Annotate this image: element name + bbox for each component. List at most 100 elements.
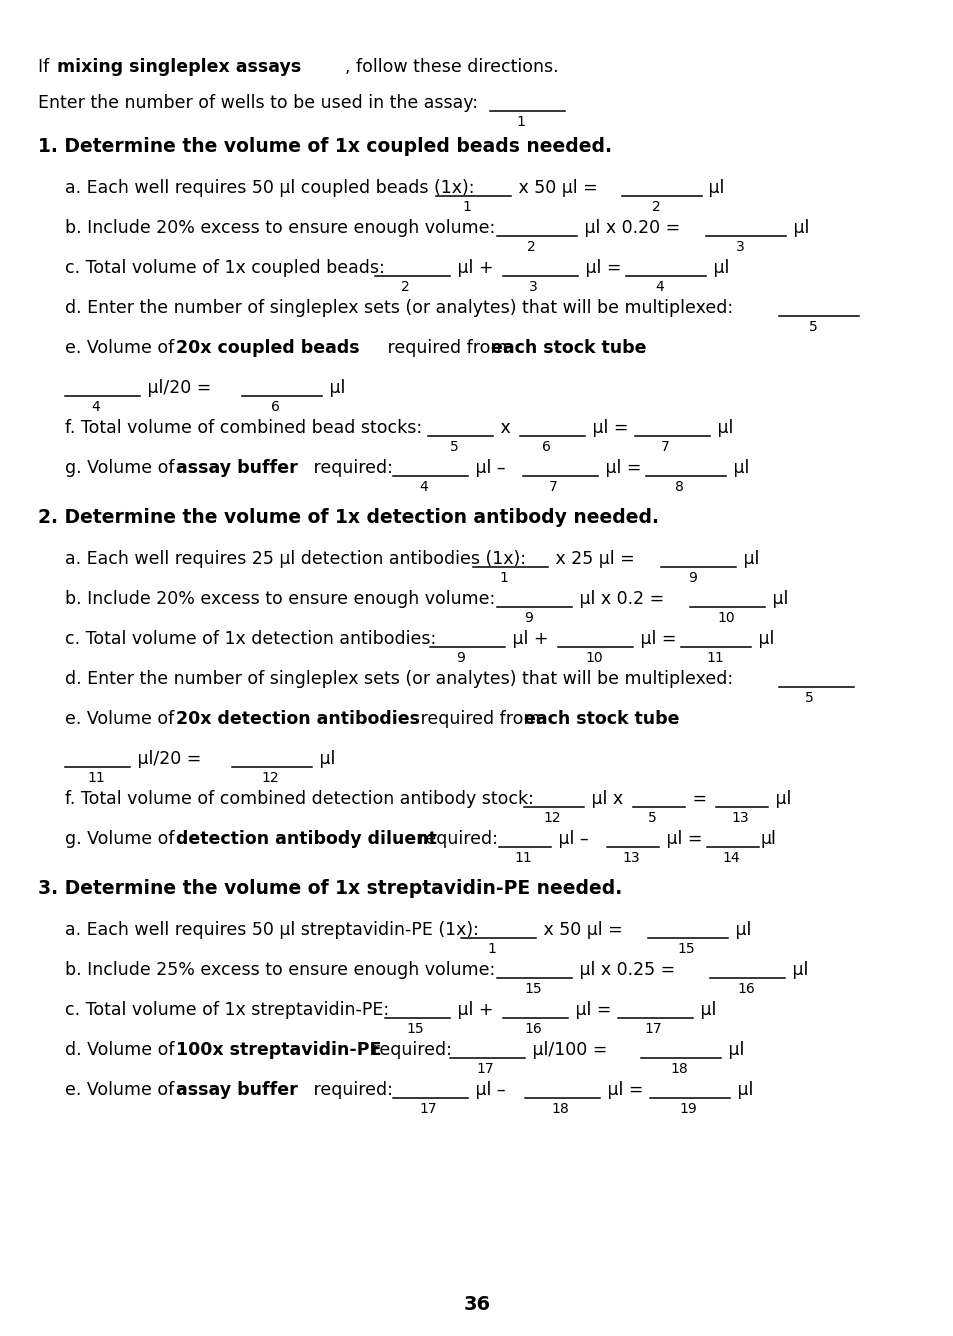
Text: If: If [38,57,54,76]
Text: μl: μl [324,379,345,397]
Text: 3: 3 [529,281,537,294]
Text: x 25 μl =: x 25 μl = [550,550,634,568]
Text: μl: μl [314,749,335,768]
Text: μl x 0.20 =: μl x 0.20 = [578,219,679,236]
Text: μl +: μl + [452,1001,493,1019]
Text: μl: μl [722,1041,743,1059]
Text: 9: 9 [523,611,533,625]
Text: 100x streptavidin-PE: 100x streptavidin-PE [175,1041,381,1059]
Text: x 50 μl =: x 50 μl = [513,179,598,196]
Text: a. Each well requires 50 μl streptavidin-PE (1x):: a. Each well requires 50 μl streptavidin… [65,921,478,939]
Text: μl –: μl – [470,460,505,477]
Text: μl =: μl = [586,420,628,437]
Text: 5: 5 [808,321,817,334]
Text: μl x 0.25 =: μl x 0.25 = [574,961,675,979]
Text: μl: μl [752,631,774,648]
Text: μl/20 =: μl/20 = [132,749,201,768]
Text: c. Total volume of 1x streptavidin-PE:: c. Total volume of 1x streptavidin-PE: [65,1001,389,1019]
Text: 9: 9 [687,570,696,585]
Text: 10: 10 [584,651,602,665]
Text: μl: μl [727,460,749,477]
Text: required from: required from [381,339,513,357]
Text: 1: 1 [461,200,471,214]
Text: e. Volume of: e. Volume of [65,339,179,357]
Text: 17: 17 [418,1102,436,1116]
Text: μl/20 =: μl/20 = [142,379,212,397]
Text: 1: 1 [516,115,524,130]
Text: μl x 0.2 =: μl x 0.2 = [574,591,663,608]
Text: 11: 11 [87,771,105,786]
Text: μl –: μl – [470,1081,505,1100]
Text: required from: required from [415,709,545,728]
Text: 11: 11 [514,851,531,864]
Text: each stock tube: each stock tube [491,339,646,357]
Text: 13: 13 [621,851,639,864]
Text: 12: 12 [542,811,560,826]
Text: 1. Determine the volume of 1x coupled beads needed.: 1. Determine the volume of 1x coupled be… [38,138,612,156]
Text: each stock tube: each stock tube [523,709,679,728]
Text: μl +: μl + [452,259,493,277]
Text: μl: μl [731,1081,753,1100]
Text: μl =: μl = [599,460,640,477]
Text: :: : [672,709,678,728]
Text: 13: 13 [730,811,748,826]
Text: μl: μl [787,219,808,236]
Text: b. Include 20% excess to ensure enough volume:: b. Include 20% excess to ensure enough v… [65,591,495,608]
Text: 11: 11 [705,651,723,665]
Text: μl: μl [695,1001,716,1019]
Text: d. Volume of: d. Volume of [65,1041,180,1059]
Text: μl: μl [769,790,791,808]
Text: 1: 1 [486,942,496,957]
Text: e. Volume of: e. Volume of [65,1081,179,1100]
Text: e. Volume of: e. Volume of [65,709,179,728]
Text: μl: μl [738,550,759,568]
Text: assay buffer: assay buffer [175,1081,297,1100]
Text: μl: μl [729,921,751,939]
Text: 4: 4 [418,480,427,494]
Text: a. Each well requires 25 μl detection antibodies (1x):: a. Each well requires 25 μl detection an… [65,550,525,568]
Text: 16: 16 [523,1022,541,1035]
Text: 10: 10 [717,611,734,625]
Text: μl =: μl = [660,830,701,848]
Text: μl: μl [760,830,776,848]
Text: 8: 8 [675,480,683,494]
Text: 5: 5 [450,440,458,454]
Text: 6: 6 [541,440,550,454]
Text: f. Total volume of combined bead stocks:: f. Total volume of combined bead stocks: [65,420,421,437]
Text: μl: μl [766,591,787,608]
Text: μl: μl [707,259,729,277]
Text: 17: 17 [476,1062,493,1075]
Text: 7: 7 [548,480,558,494]
Text: required:: required: [308,460,393,477]
Text: d. Enter the number of singleplex sets (or analytes) that will be multiplexed:: d. Enter the number of singleplex sets (… [65,299,732,317]
Text: μl x: μl x [585,790,622,808]
Text: c. Total volume of 1x coupled beads:: c. Total volume of 1x coupled beads: [65,259,384,277]
Text: μl: μl [702,179,723,196]
Text: 36: 36 [463,1295,490,1315]
Text: b. Include 20% excess to ensure enough volume:: b. Include 20% excess to ensure enough v… [65,219,495,236]
Text: a. Each well requires 50 μl coupled beads (1x):: a. Each well requires 50 μl coupled bead… [65,179,474,196]
Text: 5: 5 [804,691,813,705]
Text: 16: 16 [737,982,754,997]
Text: 18: 18 [551,1102,568,1116]
Text: x 50 μl =: x 50 μl = [537,921,622,939]
Text: c. Total volume of 1x detection antibodies:: c. Total volume of 1x detection antibodi… [65,631,436,648]
Text: μl +: μl + [506,631,548,648]
Text: assay buffer: assay buffer [175,460,297,477]
Text: :: : [639,339,645,357]
Text: 2: 2 [651,200,660,214]
Text: f. Total volume of combined detection antibody stock:: f. Total volume of combined detection an… [65,790,534,808]
Text: 20x detection antibodies: 20x detection antibodies [175,709,419,728]
Text: 18: 18 [669,1062,687,1075]
Text: mixing singleplex assays: mixing singleplex assays [57,57,301,76]
Text: 15: 15 [406,1022,423,1035]
Text: 19: 19 [679,1102,696,1116]
Text: μl =: μl = [601,1081,643,1100]
Text: 4: 4 [91,399,100,414]
Text: Enter the number of wells to be used in the assay:: Enter the number of wells to be used in … [38,94,477,112]
Text: 1: 1 [498,570,507,585]
Text: x: x [495,420,510,437]
Text: 12: 12 [261,771,278,786]
Text: required:: required: [308,1081,393,1100]
Text: μl/100 =: μl/100 = [526,1041,607,1059]
